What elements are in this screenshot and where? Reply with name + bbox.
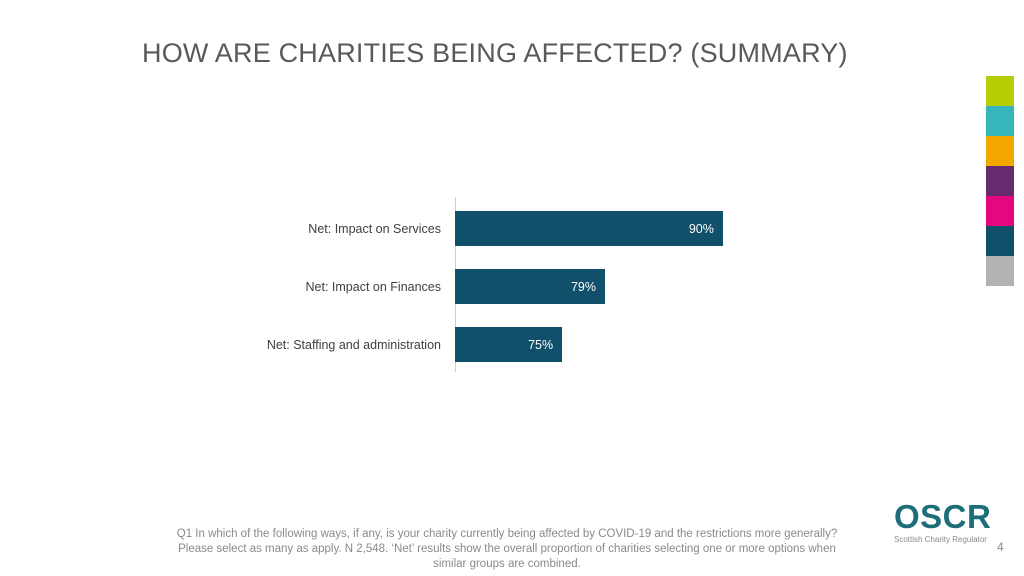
category-label: Net: Impact on Services [308, 221, 441, 236]
bar-row: Net: Staffing and administration 75% [140, 327, 830, 362]
bar-row: Net: Impact on Finances 79% [140, 269, 830, 304]
oscr-logo-tagline: Scottish Charity Regulator [894, 535, 987, 544]
bar-row: Net: Impact on Services 90% [140, 211, 830, 246]
footnote-line: similar groups are combined. [433, 558, 581, 571]
bar-chart-rows: Net: Impact on Services 90% Net: Impact on… [140, 211, 830, 362]
accent-swatch [986, 166, 1014, 196]
oscr-logo-text: OSCR [894, 498, 992, 535]
oscr-logo: OSCR Scottish Charity Regulator [894, 498, 992, 544]
bar-track: 75% [455, 327, 830, 362]
accent-swatch [986, 136, 1014, 166]
bar: 75% [455, 327, 563, 362]
bar-value-label: 79% [570, 279, 596, 294]
page-number: 4 [997, 540, 1004, 554]
slide-title: HOW ARE CHARITIES BEING AFFECTED? (SUMMA… [142, 38, 848, 68]
footnote: Q1 In which of the following ways, if an… [137, 527, 877, 573]
accent-swatch [986, 256, 1014, 286]
category-label: Net: Impact on Finances [305, 279, 441, 294]
accent-swatch [986, 226, 1014, 256]
bar: 79% [455, 269, 605, 304]
bar-track: 79% [455, 269, 830, 304]
footnote-line: Q1 In which of the following ways, if an… [176, 528, 838, 540]
accent-strip [986, 76, 1014, 286]
accent-swatch [986, 106, 1014, 136]
bar-track: 90% [455, 211, 830, 246]
bar-value-label: 90% [688, 221, 714, 236]
category-label: Net: Staffing and administration [266, 337, 441, 352]
bar: 90% [455, 211, 723, 246]
bar-value-label: 75% [528, 337, 554, 352]
accent-swatch [986, 196, 1014, 226]
footnote-line: Please select as many as apply. N 2,548.… [178, 543, 836, 556]
accent-swatch [986, 76, 1014, 106]
